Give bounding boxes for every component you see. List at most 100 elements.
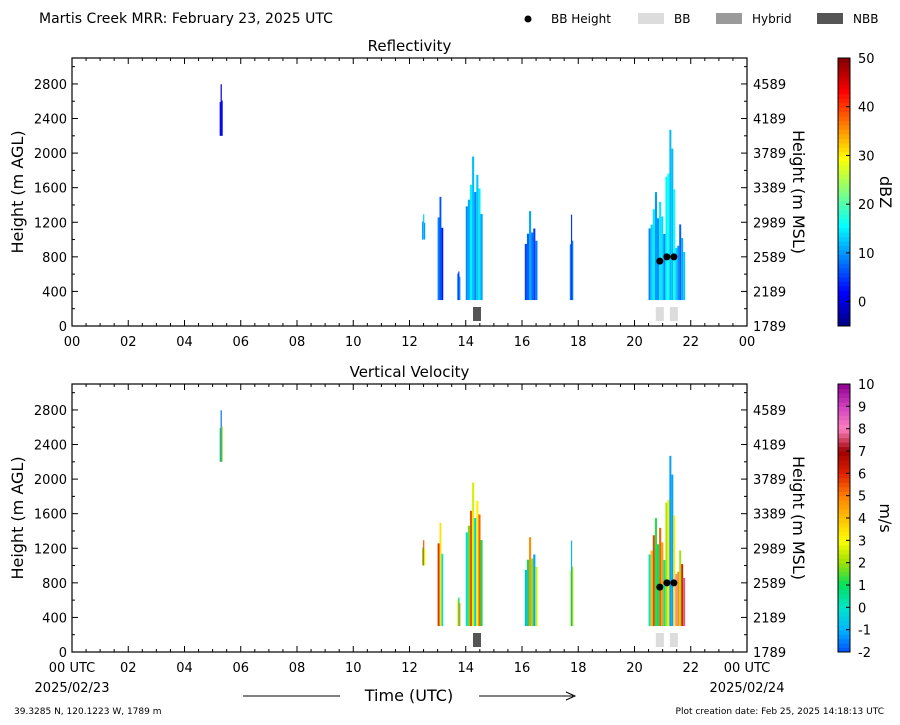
echo-column bbox=[669, 129, 672, 301]
x-tick-label: 14 bbox=[457, 661, 474, 676]
y-axis-label-right: Height (m MSL) bbox=[789, 456, 808, 580]
colorbar-segment bbox=[838, 267, 850, 273]
bb-height-point bbox=[670, 579, 678, 587]
panel-title: Reflectivity bbox=[368, 37, 452, 55]
x-axis-label: Time (UTC) bbox=[364, 686, 453, 705]
colorbar-tick-label: -2 bbox=[858, 646, 871, 661]
echo-column bbox=[650, 224, 653, 301]
echo-column bbox=[474, 192, 477, 301]
colorbar-segment bbox=[838, 549, 850, 555]
echo-column bbox=[422, 221, 424, 240]
colorbar-segment bbox=[838, 459, 850, 465]
echo-column bbox=[458, 271, 460, 301]
colorbar-segment bbox=[838, 451, 850, 456]
echo-column bbox=[665, 502, 668, 627]
x-tick-label: 16 bbox=[514, 335, 531, 350]
x-tick-label: 18 bbox=[570, 661, 587, 676]
colorbar-tick-label: 10 bbox=[858, 378, 875, 393]
y-right-tick-label: 3389 bbox=[753, 182, 786, 197]
echo-column bbox=[533, 228, 536, 301]
colorbar-tick-label: 8 bbox=[858, 423, 866, 438]
colorbar-segment bbox=[838, 513, 850, 519]
colorbar-tick-label: 7 bbox=[858, 445, 866, 460]
x-tick-label: 22 bbox=[682, 335, 699, 350]
echo-column bbox=[679, 550, 682, 627]
echo-column bbox=[675, 248, 678, 301]
colorbar-segment bbox=[838, 75, 850, 81]
bb-height-point bbox=[656, 257, 664, 265]
echo-column bbox=[465, 206, 468, 301]
echo-column bbox=[665, 176, 668, 301]
x-tick-label: 14 bbox=[457, 335, 474, 350]
echo-column bbox=[457, 273, 459, 301]
colorbar-segment bbox=[838, 165, 850, 171]
y-axis-label: Height (m AGL) bbox=[8, 456, 27, 579]
x-tick-label: 10 bbox=[345, 661, 362, 676]
echo-column bbox=[531, 232, 534, 301]
y-right-tick-label: 4189 bbox=[753, 439, 786, 454]
colorbar-segment bbox=[838, 535, 850, 541]
echo-column bbox=[570, 540, 573, 627]
colorbar-segment bbox=[838, 540, 850, 546]
y-tick-label: 400 bbox=[42, 611, 67, 626]
x-tick-label: 18 bbox=[570, 335, 587, 350]
echo-column bbox=[526, 233, 530, 301]
colorbar-segment bbox=[838, 495, 850, 501]
y-right-tick-label: 3389 bbox=[753, 508, 786, 523]
colorbar-segment bbox=[838, 504, 850, 510]
echo-column bbox=[683, 577, 686, 627]
echo-column bbox=[221, 426, 223, 462]
colorbar-segment bbox=[838, 125, 850, 130]
y-tick-label: 1200 bbox=[34, 216, 67, 231]
y-right-tick-label: 2989 bbox=[753, 542, 786, 557]
colorbar-segment bbox=[838, 285, 850, 291]
echo-column bbox=[654, 518, 657, 627]
echo-column bbox=[663, 559, 666, 627]
colorbar-segment bbox=[838, 169, 850, 175]
echo-column bbox=[659, 201, 662, 301]
end-date-label: 2025/02/24 bbox=[710, 681, 785, 696]
colorbar-segment bbox=[838, 643, 850, 649]
colorbar-tick-label: 0 bbox=[858, 296, 866, 311]
y-tick-label: 1600 bbox=[34, 182, 67, 197]
colorbar-segment bbox=[838, 138, 850, 144]
location-text: 39.3285 N, 120.1223 W, 1789 m bbox=[14, 707, 162, 717]
bb-type-box bbox=[669, 307, 678, 321]
y-right-tick-label: 1789 bbox=[753, 646, 786, 661]
colorbar-segment bbox=[838, 518, 850, 523]
colorbar-segment bbox=[838, 147, 850, 153]
colorbar-segment bbox=[838, 397, 850, 403]
colorbar-tick-label: 2 bbox=[858, 557, 866, 572]
colorbar-segment bbox=[838, 482, 850, 488]
echo-column bbox=[535, 566, 538, 627]
colorbar-segment bbox=[838, 401, 850, 407]
colorbar-segment bbox=[838, 102, 850, 108]
colorbar-segment bbox=[838, 589, 850, 595]
y-axis-label: Height (m AGL) bbox=[8, 130, 27, 253]
colorbar-segment bbox=[838, 526, 850, 532]
colorbar-tick-label: 3 bbox=[858, 534, 866, 549]
colorbar-segment bbox=[838, 308, 850, 314]
echo-column bbox=[221, 100, 223, 136]
bb-height-point bbox=[663, 253, 671, 261]
y-right-tick-label: 2589 bbox=[753, 577, 786, 592]
colorbar-segment bbox=[838, 593, 850, 599]
y-tick-label: 1600 bbox=[34, 508, 67, 523]
colorbar-segment bbox=[838, 174, 850, 180]
colorbar-segment bbox=[838, 245, 850, 251]
colorbar-segment bbox=[838, 576, 850, 582]
echo-column bbox=[441, 553, 444, 627]
colorbar-segment bbox=[838, 464, 850, 470]
echo-column bbox=[469, 184, 473, 301]
echo-column bbox=[457, 599, 459, 627]
start-date-label: 2025/02/23 bbox=[35, 681, 110, 696]
echo-column bbox=[437, 217, 440, 301]
echo-column bbox=[423, 214, 425, 240]
colorbar-segment bbox=[838, 218, 850, 224]
bb-height-point bbox=[663, 579, 671, 587]
colorbar-segment bbox=[838, 71, 850, 77]
echo-column bbox=[681, 238, 684, 301]
colorbar-segment bbox=[838, 178, 850, 184]
colorbar-tick-label: 40 bbox=[858, 101, 875, 116]
echo-column bbox=[667, 173, 670, 301]
